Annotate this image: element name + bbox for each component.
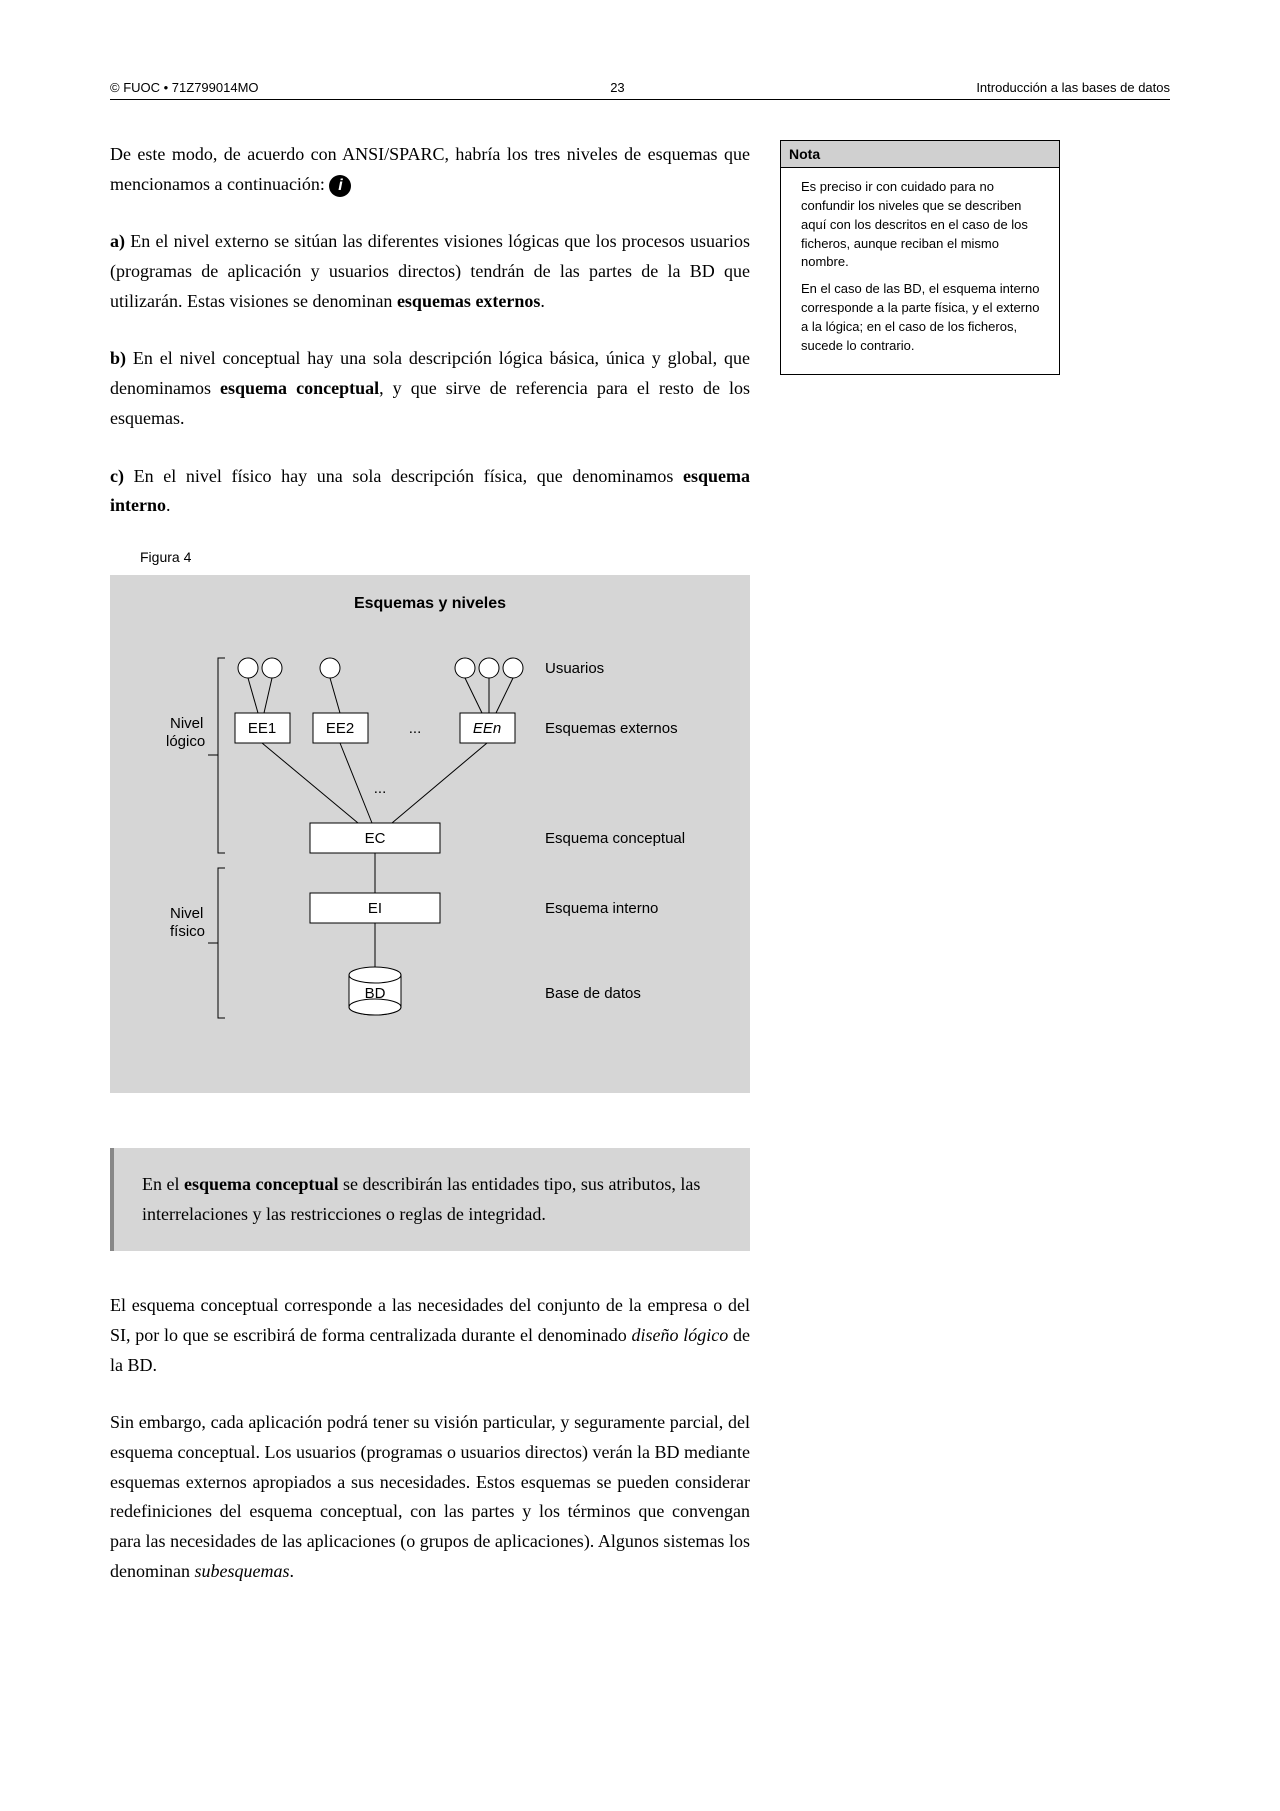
p2-ital: diseño lógico <box>631 1325 728 1345</box>
bracket-logico <box>208 658 225 853</box>
user-lines <box>248 678 513 713</box>
item-b-label: b) <box>110 348 126 368</box>
p3-t2: . <box>289 1561 294 1581</box>
een-label: EEn <box>473 720 501 737</box>
label-usuarios: Usuarios <box>545 660 604 677</box>
nivel-fisico-1: Nivel <box>170 905 203 922</box>
header-page-number: 23 <box>610 80 624 95</box>
ee-dots: ... <box>409 720 422 737</box>
label-interno: Esquema interno <box>545 900 658 917</box>
note-icon: i <box>329 175 351 197</box>
note-box: Nota Es preciso ir con cuidado para no c… <box>780 140 1060 375</box>
label-conceptual: Esquema conceptual <box>545 830 685 847</box>
ee2-label: EE2 <box>326 720 354 737</box>
note-body: Es preciso ir con cuidado para no confun… <box>781 168 1059 374</box>
note-p1: Es preciso ir con cuidado para no confun… <box>801 178 1049 272</box>
figure-title: Esquemas y niveles <box>130 595 730 613</box>
header-left: © FUOC • 71Z799014MO <box>110 80 259 95</box>
ei-label: EI <box>368 900 382 917</box>
header-right: Introducción a las bases de datos <box>976 80 1170 95</box>
callout-bold: esquema conceptual <box>184 1174 339 1194</box>
item-c-text1: En el nivel físico hay una sola descripc… <box>124 466 683 486</box>
p3-ital: subesquemas <box>194 1561 289 1581</box>
page-header: © FUOC • 71Z799014MO 23 Introducción a l… <box>110 80 1170 100</box>
nivel-logico-1: Nivel <box>170 715 203 732</box>
item-a-bold: esquemas externos <box>397 291 540 311</box>
item-a-label: a) <box>110 231 125 251</box>
page: © FUOC • 71Z799014MO 23 Introducción a l… <box>0 0 1280 1714</box>
figure-label: Figura 4 <box>140 549 750 565</box>
intro-paragraph: De este modo, de acuerdo con ANSI/SPARC,… <box>110 140 750 199</box>
item-c: c) En el nivel físico hay una sola descr… <box>110 462 750 521</box>
label-bd: Base de datos <box>545 985 641 1002</box>
item-c-text2: . <box>166 495 171 515</box>
item-a-text2: . <box>540 291 545 311</box>
paragraph-3: Sin embargo, cada aplicación podrá tener… <box>110 1408 750 1586</box>
nivel-fisico-2: físico <box>170 923 205 940</box>
item-a: a) En el nivel externo se sitúan las dif… <box>110 227 750 316</box>
note-p2: En el caso de las BD, el esquema interno… <box>801 280 1049 355</box>
mid-dots: ... <box>374 780 387 797</box>
ee1-label: EE1 <box>248 720 276 737</box>
callout-t1: En el <box>142 1174 184 1194</box>
callout-box: En el esquema conceptual se describirán … <box>110 1148 750 1251</box>
label-externos: Esquemas externos <box>545 720 678 737</box>
item-b: b) En el nivel conceptual hay una sola d… <box>110 344 750 433</box>
bracket-fisico <box>208 868 225 1018</box>
schema-diagram: EE1 EE2 ... EEn ... <box>130 643 730 1033</box>
ec-label: EC <box>365 830 386 847</box>
note-title: Nota <box>781 141 1059 168</box>
p3-t1: Sin embargo, cada aplicación podrá tener… <box>110 1412 750 1580</box>
ee-boxes: EE1 EE2 ... EEn <box>235 713 515 743</box>
side-column: Nota Es preciso ir con cuidado para no c… <box>780 140 1060 1614</box>
intro-text: De este modo, de acuerdo con ANSI/SPARC,… <box>110 144 750 194</box>
item-b-bold: esquema conceptual <box>220 378 379 398</box>
content-columns: De este modo, de acuerdo con ANSI/SPARC,… <box>110 140 1170 1614</box>
nivel-logico-2: lógico <box>166 733 205 750</box>
main-column: De este modo, de acuerdo con ANSI/SPARC,… <box>110 140 750 1614</box>
paragraph-2: El esquema conceptual corresponde a las … <box>110 1291 750 1380</box>
item-c-label: c) <box>110 466 124 486</box>
bd-label: BD <box>365 985 386 1002</box>
figure-4: Esquemas y niveles <box>110 575 750 1093</box>
user-circles <box>238 658 523 678</box>
